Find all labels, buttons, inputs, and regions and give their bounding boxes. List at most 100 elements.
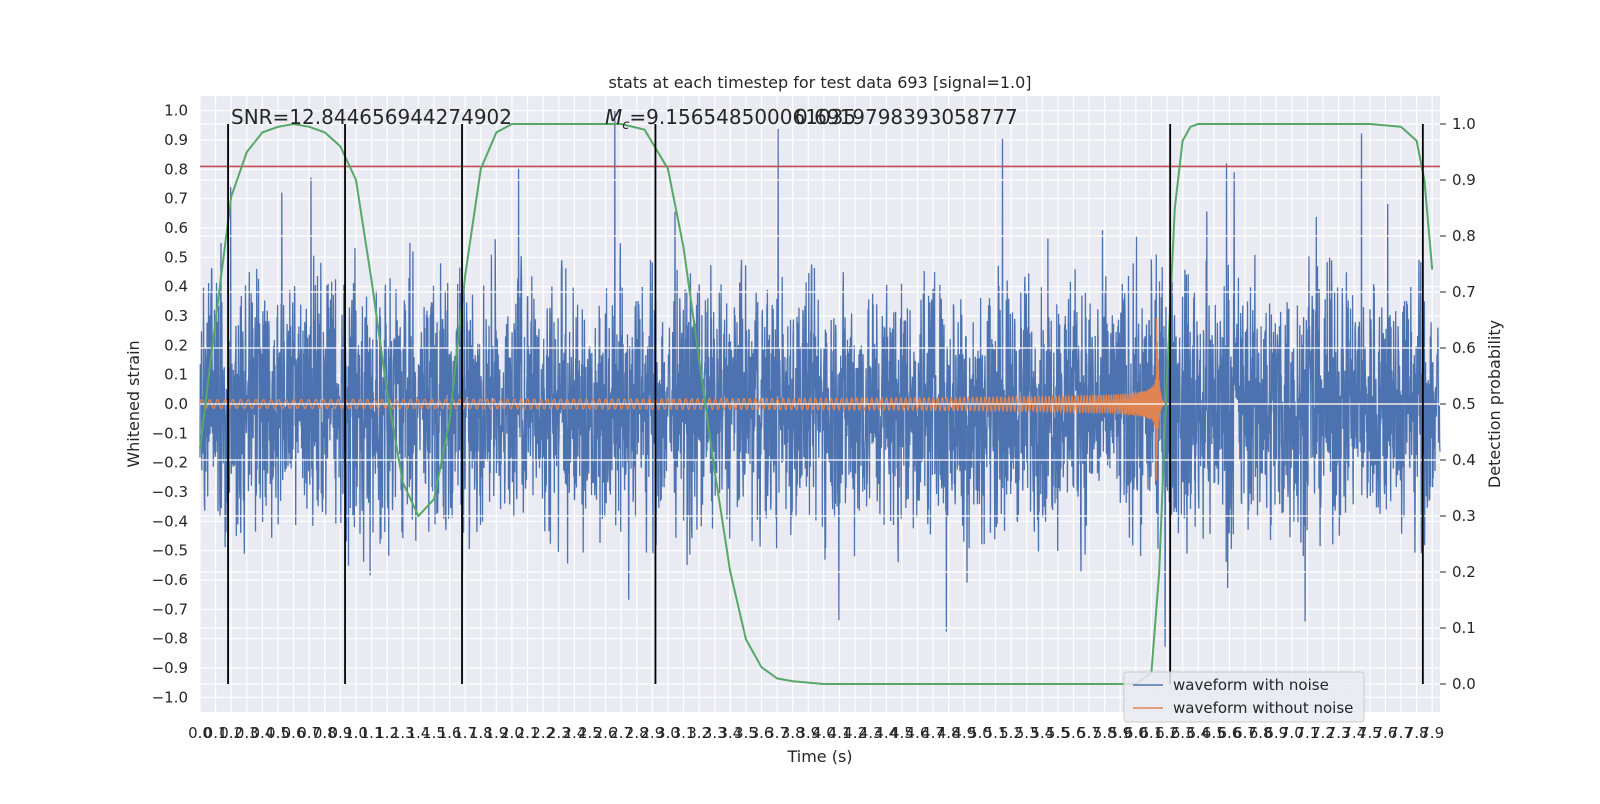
y-tick-label: 0.7 <box>164 190 188 208</box>
x-tick-label: 1.9 <box>484 724 508 742</box>
x-tick-label: 4.8 <box>937 724 961 742</box>
x-tick-label: 4.7 <box>921 724 945 742</box>
y-tick-label: −0.8 <box>152 630 188 648</box>
x-tick-label: 1.1 <box>360 724 384 742</box>
y2-tick-label: 0.0 <box>1452 675 1476 693</box>
x-tick-label: 2.1 <box>516 724 540 742</box>
y-tick-label: 0.6 <box>164 219 188 237</box>
mc-value: =9.156548500061035 <box>629 105 856 129</box>
x-tick-label: 5.3 <box>1015 724 1039 742</box>
legend: waveform with noise waveform without noi… <box>1123 671 1365 723</box>
x-tick-label: 6.2 <box>1155 724 1179 742</box>
x-tick-label: 0.3 <box>235 724 259 742</box>
x-tick-label: 4.5 <box>890 724 914 742</box>
y-tick-label: 0.8 <box>164 160 188 178</box>
x-tick-label: 3.6 <box>750 724 774 742</box>
snr-annotation: SNR=12.844656944274902 <box>231 105 512 129</box>
x-tick-label: 2.2 <box>531 724 555 742</box>
x-tick-label: 6.4 <box>1186 724 1210 742</box>
x-tick-label: 6.7 <box>1233 724 1257 742</box>
x-tick-label: 5.4 <box>1030 724 1054 742</box>
x-tick-label: 2.7 <box>609 724 633 742</box>
x-tick-label: 4.4 <box>874 724 898 742</box>
x-tick-label: 5.1 <box>984 724 1008 742</box>
x-tick-label: 0.5 <box>266 724 290 742</box>
waveform-with-noise-line <box>199 110 1441 647</box>
x-tick-label: 1.6 <box>438 724 462 742</box>
x-tick-label: 7.3 <box>1327 724 1351 742</box>
x-tick-label: 2.6 <box>594 724 618 742</box>
y-tick-label: 0.1 <box>164 366 188 384</box>
y-tick-label: −0.1 <box>152 424 188 442</box>
x-tick-label: 6.9 <box>1264 724 1288 742</box>
y-tick-label: −0.2 <box>152 454 188 472</box>
x-tick-label: 1.4 <box>406 724 430 742</box>
x-tick-label: 3.0 <box>656 724 680 742</box>
y2-axis-label: Detection probability <box>1485 320 1504 488</box>
mc-subscript: c <box>622 118 629 133</box>
y-tick-label: 0.4 <box>164 278 188 296</box>
x-tick-label: 6.5 <box>1202 724 1226 742</box>
y-tick-label: 0.9 <box>164 131 188 149</box>
y2-tick-label: 0.6 <box>1452 339 1476 357</box>
x-tick-label: 4.2 <box>843 724 867 742</box>
y-tick-label: −0.5 <box>152 542 188 560</box>
y2-tick-label: 0.3 <box>1452 507 1476 525</box>
x-tick-label: 2.8 <box>625 724 649 742</box>
x-tick-label: 7.7 <box>1389 724 1413 742</box>
x-tick-label: 0.1 <box>204 724 228 742</box>
y2-tick-label: 0.9 <box>1452 171 1476 189</box>
y-tick-label: −0.9 <box>152 659 188 677</box>
x-tick-label: 2.3 <box>547 724 571 742</box>
y2-tick-label: 0.7 <box>1452 283 1476 301</box>
x-tick-label: 7.8 <box>1405 724 1429 742</box>
x-tick-label: 7.6 <box>1373 724 1397 742</box>
x-tick-label: 5.5 <box>1046 724 1070 742</box>
x-tick-label: 6.1 <box>1140 724 1164 742</box>
series-waveform-with-noise <box>199 110 1441 647</box>
x-tick-label: 2.5 <box>578 724 602 742</box>
x-tick-label: 5.9 <box>1108 724 1132 742</box>
y2-tick-label: 0.8 <box>1452 227 1476 245</box>
legend-label-noise: waveform with noise <box>1173 676 1329 694</box>
x-tick-label: 5.8 <box>1093 724 1117 742</box>
x-tick-label: 1.5 <box>422 724 446 742</box>
y-tick-labels: 1.0 0.9 0.8 0.7 0.6 0.5 0.4 0.3 0.2 0.1 0.0 −0.1 −0.… <box>152 102 188 707</box>
x-tick-label: 2.4 <box>562 724 586 742</box>
x-tick-label: 6.3 <box>1171 724 1195 742</box>
x-tick-label: 0.2 <box>219 724 243 742</box>
mc-overlap-annotation: 0.6919798393058777 <box>795 105 1018 129</box>
x-tick-label: 3.9 <box>796 724 820 742</box>
y-tick-label: 0.2 <box>164 336 188 354</box>
y-axis-label: Whitened strain <box>124 340 143 467</box>
mc-prefix: M <box>605 105 622 129</box>
y-tick-label: −1.0 <box>152 688 188 706</box>
x-tick-label: 1.3 <box>391 724 415 742</box>
x-tick-label: 5.6 <box>1062 724 1086 742</box>
x-tick-label: 3.5 <box>734 724 758 742</box>
y2-tick-labels: 1.0 0.9 0.8 0.7 0.6 0.5 0.4 0.3 0.2 0.1 0.0 <box>1452 115 1476 693</box>
x-tick-label: 7.9 <box>1420 724 1444 742</box>
x-tick-label: 7.0 <box>1280 724 1304 742</box>
detection-probability-line <box>199 122 1434 685</box>
x-tick-label: 0.4 <box>250 724 274 742</box>
x-tick-label: 4.9 <box>952 724 976 742</box>
x-tick-label: 4.1 <box>828 724 852 742</box>
x-tick-label: 5.2 <box>999 724 1023 742</box>
x-tick-label: 4.0 <box>812 724 836 742</box>
x-tick-label: 3.8 <box>781 724 805 742</box>
y2-tick-label: 0.1 <box>1452 619 1476 637</box>
x-tick-label: 2.9 <box>640 724 664 742</box>
y-tick-label: −0.6 <box>152 571 188 589</box>
series-detection-probability <box>199 122 1434 685</box>
y-tick-label: 0.0 <box>164 395 188 413</box>
x-tick-label: 3.2 <box>687 724 711 742</box>
y-tick-label: 0.5 <box>164 248 188 266</box>
x-tick-label: 7.5 <box>1358 724 1382 742</box>
legend-box <box>1123 671 1365 723</box>
chart-title: stats at each timestep for test data 693… <box>608 73 1031 92</box>
y2-tick-label: 1.0 <box>1452 115 1476 133</box>
x-tick-label: 5.7 <box>1077 724 1101 742</box>
y2-tick-label: 0.4 <box>1452 451 1476 469</box>
x-tick-label: 0.0 <box>188 724 212 742</box>
